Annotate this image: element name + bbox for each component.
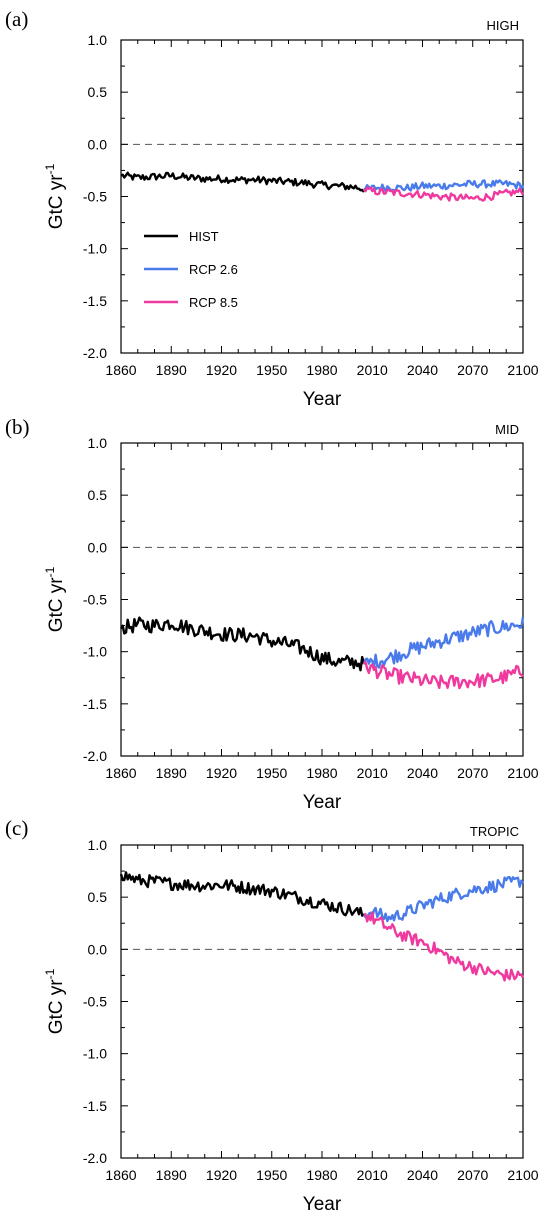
y-tick-label: 1.0 xyxy=(88,837,108,853)
x-tick-label: 1950 xyxy=(256,1167,287,1183)
region-label: TROPIC xyxy=(470,824,519,839)
x-tick-label: 2010 xyxy=(357,765,388,781)
x-tick-label: 2040 xyxy=(407,765,438,781)
x-tick-label: 1950 xyxy=(256,765,287,781)
y-tick-label: 0.5 xyxy=(88,84,108,100)
legend-label: RCP 2.6 xyxy=(189,262,238,277)
x-tick-label: 1980 xyxy=(306,362,337,378)
y-tick-label: -2.0 xyxy=(83,748,107,764)
y-tick-label: -2.0 xyxy=(83,345,107,361)
x-tick-label: 2040 xyxy=(407,362,438,378)
panel-label: (b) xyxy=(5,415,30,439)
region-label: MID xyxy=(495,422,519,437)
plot-frame xyxy=(120,844,524,1159)
series-line-rcp-8-5 xyxy=(362,186,525,202)
series-line-hist xyxy=(119,871,365,917)
series-line-rcp-8-5 xyxy=(362,660,524,690)
y-tick-label: 0.5 xyxy=(88,487,108,503)
x-tick-label: 1950 xyxy=(256,362,287,378)
x-tick-label: 1920 xyxy=(206,765,237,781)
x-axis-title: Year xyxy=(303,792,342,813)
y-axis-title-text: GtC yr xyxy=(46,174,67,230)
x-tick-label: 1980 xyxy=(306,765,337,781)
x-tick-label: 1860 xyxy=(105,362,136,378)
x-tick-label: 2100 xyxy=(507,1167,538,1183)
y-tick-label: -0.5 xyxy=(83,189,107,205)
y-tick-label: -1.0 xyxy=(83,1046,107,1062)
x-axis-title: Year xyxy=(303,1194,342,1215)
x-tick-label: 2040 xyxy=(407,1167,438,1183)
series-line-hist xyxy=(119,616,366,672)
y-tick-label: -1.5 xyxy=(83,696,107,712)
x-tick-label: 2010 xyxy=(357,1167,388,1183)
region-label: HIGH xyxy=(487,18,520,33)
y-tick-label: 0.0 xyxy=(88,941,108,957)
x-tick-label: 1890 xyxy=(156,1167,187,1183)
x-tick-label: 1860 xyxy=(105,1167,136,1183)
panel-label: (a) xyxy=(5,7,28,31)
x-tick-label: 1920 xyxy=(206,362,237,378)
y-axis-title-text: GtC yr xyxy=(46,577,67,633)
y-axis-title: GtC yr-1 xyxy=(43,163,67,229)
y-tick-label: -1.5 xyxy=(83,293,107,309)
y-tick-label: -0.5 xyxy=(83,592,107,608)
series-line-rcp-2-6 xyxy=(362,616,525,670)
y-tick-label: -2.0 xyxy=(83,1150,107,1166)
x-tick-label: 1890 xyxy=(156,765,187,781)
y-tick-label: -1.0 xyxy=(83,241,107,257)
y-tick-label: 1.0 xyxy=(88,32,108,48)
y-axis-title: GtC yr-1 xyxy=(43,968,67,1034)
y-tick-label: 0.0 xyxy=(88,136,108,152)
y-axis-title-superscript: -1 xyxy=(43,968,57,979)
y-axis-title: GtC yr-1 xyxy=(43,566,67,632)
x-tick-label: 2070 xyxy=(457,1167,488,1183)
x-tick-label: 2100 xyxy=(507,765,538,781)
y-tick-label: -1.0 xyxy=(83,644,107,660)
x-tick-label: 1890 xyxy=(156,362,187,378)
y-tick-label: 1.0 xyxy=(88,435,108,451)
y-axis-title-superscript: -1 xyxy=(43,163,57,174)
y-axis-title-text: GtC yr xyxy=(46,979,67,1035)
series-line-rcp-2-6 xyxy=(362,876,525,923)
y-tick-label: 0.0 xyxy=(88,539,108,555)
series-line-hist xyxy=(120,171,365,193)
y-axis-title-superscript: -1 xyxy=(43,566,57,577)
x-tick-label: 2100 xyxy=(507,362,538,378)
x-tick-label: 1920 xyxy=(206,1167,237,1183)
series-line-rcp-8-5 xyxy=(363,911,525,982)
y-tick-label: 0.5 xyxy=(88,889,108,905)
y-tick-label: -0.5 xyxy=(83,994,107,1010)
x-tick-label: 2070 xyxy=(457,362,488,378)
legend-label: RCP 8.5 xyxy=(189,295,238,310)
plot-frame xyxy=(120,442,524,757)
x-tick-label: 2010 xyxy=(357,362,388,378)
panel-label: (c) xyxy=(5,816,28,840)
y-tick-label: -1.5 xyxy=(83,1098,107,1114)
legend-label: HIST xyxy=(189,229,219,244)
x-tick-label: 1860 xyxy=(105,765,136,781)
x-axis-title: Year xyxy=(303,389,342,410)
x-tick-label: 2070 xyxy=(457,765,488,781)
legend: HIST RCP 2.6 RCP 8.5 xyxy=(144,229,238,310)
x-tick-label: 1980 xyxy=(306,1167,337,1183)
